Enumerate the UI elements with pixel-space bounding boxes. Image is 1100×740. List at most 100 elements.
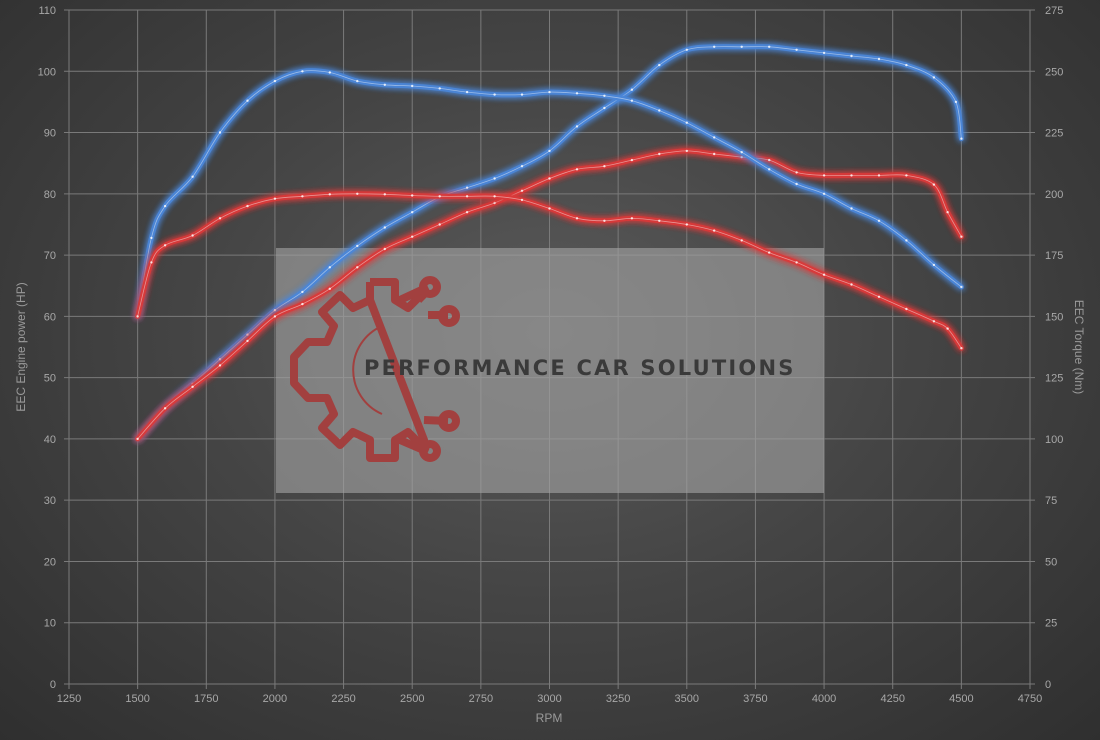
data-point <box>301 290 304 294</box>
right-y-tick-label: 225 <box>1045 128 1063 140</box>
right-y-tick-label: 0 <box>1045 679 1051 691</box>
data-point <box>411 194 414 197</box>
data-point <box>136 315 139 318</box>
data-point <box>603 219 606 222</box>
x-tick-label: 4750 <box>1018 693 1042 705</box>
data-point <box>411 211 414 214</box>
x-tick-label: 1500 <box>125 693 149 705</box>
data-point <box>520 165 524 168</box>
data-point <box>960 137 963 140</box>
left-y-tick-label: 10 <box>44 618 56 630</box>
left-y-axis-ticks: 0 10 20 30 40 50 60 70 80 90 100 110 <box>38 5 56 691</box>
gear-inner-arc <box>352 325 383 415</box>
data-point <box>713 152 716 156</box>
data-point <box>301 195 304 198</box>
data-point <box>356 266 359 269</box>
data-point <box>932 320 936 323</box>
series-line-2 <box>135 148 964 442</box>
left-y-tick-label: 70 <box>44 250 56 262</box>
data-point <box>328 71 331 74</box>
data-point <box>932 263 936 267</box>
right-y-tick-label: 175 <box>1045 250 1063 262</box>
data-point <box>548 90 551 94</box>
data-point <box>273 79 277 83</box>
data-point <box>136 437 139 441</box>
data-point <box>191 234 194 237</box>
data-point <box>960 285 963 289</box>
data-point <box>191 175 194 178</box>
data-point <box>822 273 826 276</box>
data-point <box>246 99 249 102</box>
data-point <box>493 201 496 205</box>
data-point <box>246 339 249 343</box>
data-point <box>548 177 551 180</box>
data-point <box>150 236 153 240</box>
data-point <box>603 106 606 110</box>
data-point <box>630 158 634 162</box>
left-y-axis-title: EEC Engine power (HP) <box>14 282 28 411</box>
data-point <box>768 168 771 171</box>
data-point <box>356 79 359 83</box>
data-point <box>795 48 798 51</box>
data-point <box>575 168 579 171</box>
data-point <box>411 235 414 238</box>
series-core <box>137 150 962 440</box>
data-point <box>630 99 634 102</box>
data-point <box>946 211 949 214</box>
data-point <box>383 83 386 87</box>
data-point <box>383 193 386 196</box>
right-y-tick-label: 75 <box>1045 495 1057 507</box>
data-point <box>685 149 688 153</box>
data-point <box>740 155 743 159</box>
data-point <box>795 182 798 186</box>
data-point <box>630 88 634 91</box>
data-point <box>493 195 496 198</box>
data-point <box>740 151 743 154</box>
data-point <box>603 165 606 168</box>
data-point <box>493 177 496 180</box>
data-point <box>768 45 771 48</box>
left-y-tick-label: 60 <box>44 311 56 323</box>
data-point <box>520 93 524 96</box>
data-point <box>218 358 222 361</box>
x-tick-label: 2500 <box>400 693 424 705</box>
left-y-tick-label: 80 <box>44 189 56 201</box>
right-y-axis-ticks: 0 25 50 75 100 125 150 175 200 225 250 275 <box>1045 5 1063 691</box>
x-tick-label: 2000 <box>263 693 287 705</box>
data-point <box>465 195 469 198</box>
x-tick-label: 1750 <box>194 693 218 705</box>
left-y-tick-label: 110 <box>38 5 56 17</box>
data-point <box>850 174 853 177</box>
data-point <box>685 223 688 226</box>
data-point <box>946 327 949 330</box>
left-y-tick-label: 100 <box>38 66 56 78</box>
data-point <box>273 315 277 318</box>
data-point <box>877 174 881 177</box>
data-point <box>438 223 441 226</box>
left-y-tick-label: 0 <box>50 679 56 691</box>
data-point <box>658 63 661 67</box>
x-tick-label: 2750 <box>469 693 493 705</box>
right-y-tick-label: 100 <box>1045 434 1063 446</box>
data-point <box>658 109 661 112</box>
data-point <box>575 217 579 220</box>
data-point <box>877 295 881 298</box>
data-point <box>954 100 958 104</box>
data-point <box>465 186 469 189</box>
data-point <box>150 261 153 264</box>
x-tick-label: 1250 <box>57 693 81 705</box>
data-point <box>273 197 277 200</box>
series-glow <box>135 44 964 442</box>
data-point <box>932 183 936 186</box>
data-point <box>246 333 249 336</box>
left-y-tick-label: 90 <box>44 128 56 140</box>
data-point <box>520 198 524 202</box>
series-line-4 <box>135 191 964 351</box>
watermark-text: PERFORMANCE CAR SOLUTIONS <box>364 356 796 380</box>
data-point <box>191 385 194 388</box>
data-point <box>877 57 881 61</box>
data-point <box>218 131 222 134</box>
x-tick-label: 4500 <box>949 693 973 705</box>
data-point <box>438 87 441 90</box>
data-point <box>438 195 441 198</box>
